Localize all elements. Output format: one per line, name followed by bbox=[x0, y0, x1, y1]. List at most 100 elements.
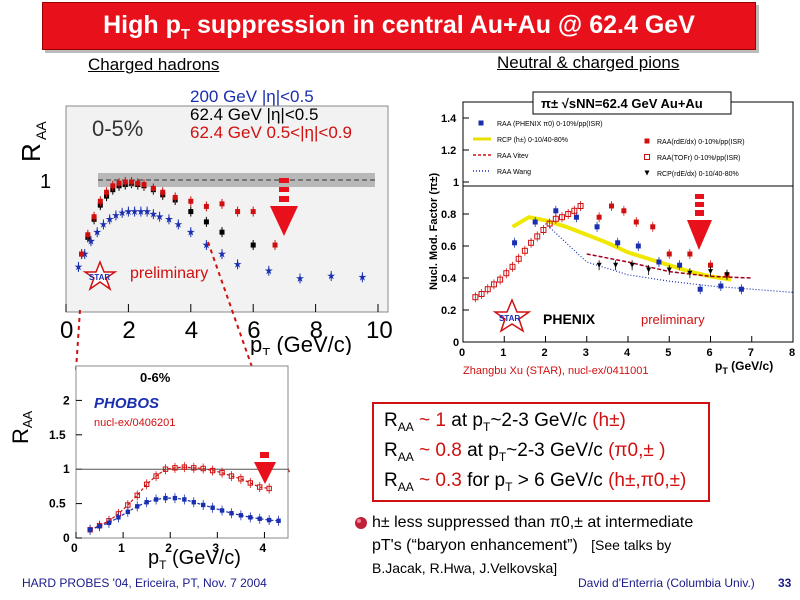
citation: nucl-ex/0406201 bbox=[94, 417, 175, 429]
x-tick-label: 7 bbox=[748, 347, 754, 359]
data-point bbox=[266, 517, 272, 523]
svg-text:STAR: STAR bbox=[89, 273, 110, 282]
data-point bbox=[134, 492, 140, 499]
data-point bbox=[629, 262, 635, 268]
data-point bbox=[248, 515, 253, 520]
x-tick-label: 3 bbox=[212, 541, 219, 555]
data-point bbox=[106, 520, 112, 526]
data-point bbox=[257, 516, 262, 521]
data-point bbox=[219, 469, 225, 476]
x-tick-label: 0 bbox=[459, 347, 465, 359]
y-tick-1: 1 bbox=[40, 171, 51, 193]
data-point bbox=[219, 229, 225, 235]
data-point bbox=[708, 262, 713, 268]
axis-ticks: 0 1 2 3 4 0 0.5 1 1.5 2 bbox=[49, 393, 288, 555]
data-point bbox=[497, 276, 504, 283]
y-tick-label: 0.2 bbox=[441, 305, 456, 317]
red-arrow bbox=[254, 452, 276, 484]
data-point bbox=[91, 214, 97, 220]
data-point bbox=[250, 209, 256, 215]
data-point bbox=[247, 480, 254, 486]
data-point bbox=[238, 476, 244, 482]
y-tick-label: 1 bbox=[453, 177, 459, 189]
data-point bbox=[646, 267, 652, 273]
data-point bbox=[559, 214, 565, 221]
data-point bbox=[186, 228, 195, 236]
data-point bbox=[738, 286, 744, 292]
x-tick-label: 6 bbox=[247, 317, 260, 344]
data-point bbox=[97, 198, 103, 204]
x-tick-label: 4 bbox=[624, 347, 631, 359]
footer-page-number: 33 bbox=[778, 576, 792, 590]
y-tick-label: 2 bbox=[63, 393, 70, 407]
data-point bbox=[238, 513, 244, 518]
x-axis-label: pT (GeV/c) bbox=[148, 547, 241, 572]
y-tick-label: 0.5 bbox=[49, 497, 66, 511]
x-tick-label: 5 bbox=[665, 347, 671, 359]
y-tick-label: 1.4 bbox=[441, 113, 457, 125]
data-point bbox=[272, 242, 278, 248]
data-point bbox=[99, 220, 108, 228]
data-point bbox=[635, 243, 641, 249]
data-point bbox=[509, 263, 516, 270]
data-point bbox=[512, 240, 518, 246]
data-point bbox=[182, 497, 187, 502]
data-point bbox=[540, 227, 547, 233]
data-point bbox=[172, 465, 178, 471]
data-point bbox=[250, 242, 256, 248]
legend-entry: RCP (h±) 0-10/40-80% bbox=[497, 137, 568, 144]
data-point bbox=[264, 266, 273, 275]
data-point bbox=[666, 251, 672, 257]
chart-phobos: RAA 0-6% PHOBOS nucl-ex/0406201 0 1 2 3 4 0 0.… bbox=[8, 365, 289, 572]
footer-author: David d'Enterria (Columbia Univ.) bbox=[578, 576, 755, 590]
legend-entry: RAA(TOFr) 0-10%/pp(ISR) bbox=[657, 155, 741, 162]
x-tick-label: 1 bbox=[118, 541, 125, 555]
data-point bbox=[79, 251, 85, 257]
data-point bbox=[266, 485, 272, 492]
chart-pions: π± √sNN=62.4 GeV Au+Au Nucl. Mod. Factor… bbox=[428, 91, 795, 377]
legend-entry: RAA Vitev bbox=[497, 153, 529, 160]
data-point bbox=[80, 249, 89, 258]
data-point bbox=[528, 239, 535, 246]
data-point bbox=[594, 224, 600, 230]
data-point bbox=[656, 259, 662, 265]
data-point bbox=[571, 207, 578, 214]
data-point bbox=[257, 484, 263, 490]
red-arrow bbox=[270, 178, 298, 236]
data-point bbox=[718, 283, 724, 289]
y-axis-label-sub: AA bbox=[33, 121, 49, 140]
legend-entry: 200 GeV |η|<0.5 bbox=[190, 87, 314, 106]
data-point bbox=[150, 185, 156, 191]
citation: Zhangbu Xu (STAR), nucl-ex/0411001 bbox=[463, 365, 648, 377]
x-axis-label: pT (GeV/c) bbox=[715, 359, 773, 376]
data-point bbox=[97, 524, 102, 529]
x-tick-label: 6 bbox=[707, 347, 713, 359]
data-point bbox=[143, 481, 150, 488]
data-point bbox=[296, 274, 304, 282]
phenix-logo: PHENIX bbox=[543, 311, 596, 327]
chart-title: π± √sNN=62.4 GeV Au+Au bbox=[541, 96, 703, 111]
data-point bbox=[565, 211, 572, 217]
title-bar: High pT suppression in central Au+Au @ 6… bbox=[42, 2, 756, 50]
y-tick-label: 1.2 bbox=[441, 145, 456, 157]
y-tick-label: 0.6 bbox=[441, 241, 456, 253]
data-point bbox=[188, 209, 194, 215]
data-point bbox=[687, 251, 693, 257]
data-point bbox=[633, 219, 639, 225]
data-point bbox=[191, 500, 196, 505]
data-point bbox=[135, 180, 141, 186]
section-label-charged-hadrons: Charged hadrons bbox=[88, 55, 220, 74]
data-point bbox=[87, 527, 93, 532]
data-point bbox=[202, 240, 211, 249]
data-point bbox=[149, 210, 158, 218]
data-point bbox=[677, 262, 683, 268]
phobos-logo: PHOBOS bbox=[94, 395, 159, 412]
y-tick-label: 0 bbox=[63, 531, 70, 545]
preliminary-label: preliminary bbox=[641, 312, 705, 327]
legend-entry: RCP(rdE/dx) 0-10/40-80% bbox=[657, 171, 739, 178]
data-point bbox=[573, 214, 579, 220]
y-tick-label: 0.8 bbox=[441, 209, 456, 221]
x-tick-label: 8 bbox=[789, 347, 795, 359]
legend-marker bbox=[478, 120, 484, 126]
